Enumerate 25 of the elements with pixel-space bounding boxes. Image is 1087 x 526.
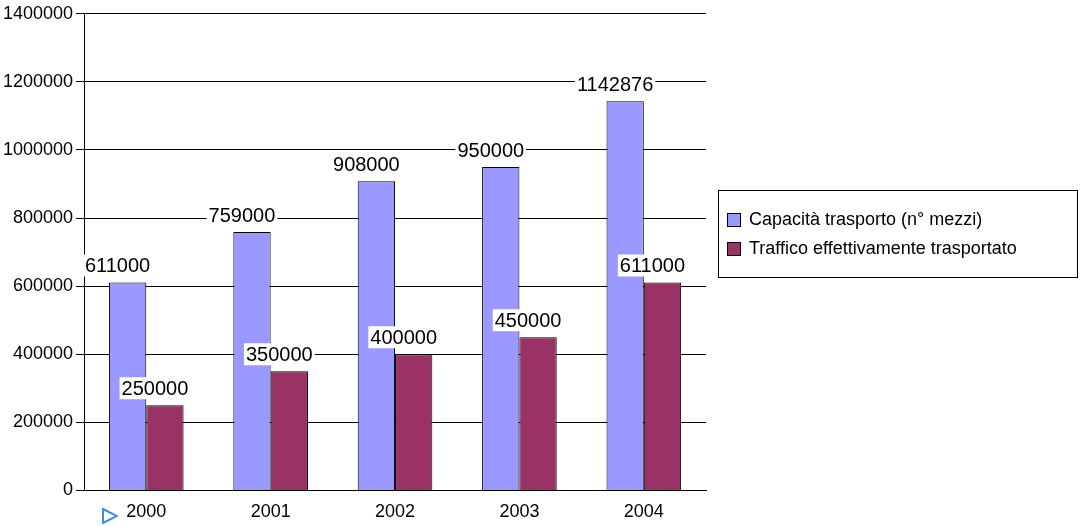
legend-label: Traffico effettivamente trasportato (749, 238, 1017, 259)
data-label: 1142876 (576, 72, 654, 95)
data-label: 611000 (619, 253, 686, 276)
data-label: 950000 (457, 138, 525, 161)
x-tick-label: 2004 (623, 501, 664, 522)
data-label: 908000 (333, 152, 400, 175)
data-label: 759000 (208, 203, 276, 226)
x-tick-label: 2000 (126, 501, 167, 522)
y-tick-label: 1000000 (3, 138, 74, 159)
data-label: 450000 (494, 308, 562, 331)
x-tick-label: 2001 (250, 501, 291, 522)
y-tick-label: 0 (63, 479, 74, 500)
y-tick-label: 1400000 (3, 2, 74, 23)
data-label: 611000 (84, 253, 151, 276)
y-tick-label: 800000 (13, 207, 74, 228)
y-tick-label: 400000 (13, 343, 74, 364)
y-tick-label: 200000 (13, 411, 74, 432)
y-tick-label: 1200000 (3, 70, 74, 91)
data-label: 250000 (121, 376, 189, 399)
legend-label: Capacità trasporto (n° mezzi) (749, 209, 983, 230)
data-label: 350000 (245, 342, 313, 365)
x-tick-label: 2003 (499, 501, 540, 522)
x-tick-label: 2002 (375, 501, 416, 522)
data-label: 400000 (370, 325, 438, 348)
y-tick-label: 600000 (13, 275, 74, 296)
